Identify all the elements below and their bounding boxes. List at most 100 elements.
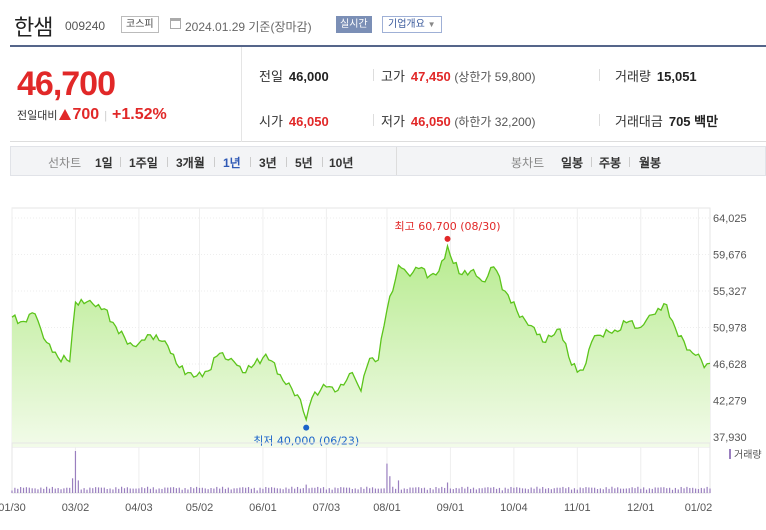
volume-bar (677, 489, 679, 493)
volume-bar (386, 463, 388, 493)
volume-bar (504, 487, 506, 493)
volume-bar (345, 487, 348, 493)
volume-bar (524, 488, 527, 493)
divider (167, 157, 168, 167)
volume-bar (97, 487, 100, 493)
volume-bar (406, 488, 408, 493)
volume-bar (669, 487, 671, 493)
lower-limit-value: 32,200 (494, 115, 532, 129)
stock-header: 한샘 009240 코스피 2024.01.29 기준(장마감) 실시간 기업개… (0, 0, 766, 42)
volume-bar (643, 487, 645, 493)
volume-bar (40, 487, 42, 493)
volume-bar (60, 489, 62, 493)
volume-bar (585, 487, 587, 493)
volume-bar (363, 488, 365, 493)
stock-name: 한샘 (14, 16, 53, 41)
volume-bar (498, 487, 501, 493)
volume-bar (533, 488, 535, 493)
volume-bar (527, 489, 529, 493)
volume-bar (449, 488, 452, 493)
volume-bar (625, 488, 627, 493)
volume-bar (493, 487, 495, 493)
tab-10year[interactable]: 10년 (329, 156, 354, 170)
volume-bar (654, 487, 656, 493)
tab-1year[interactable]: 1년 (223, 156, 241, 170)
open-value: 46,050 (288, 114, 329, 129)
volume-bar (207, 489, 209, 493)
volume-bar (671, 489, 674, 493)
x-tick-label: 08/01 (373, 502, 401, 514)
change-value: 700 (72, 106, 100, 123)
volume-bar (692, 487, 694, 493)
x-tick-label: 03/02 (62, 502, 90, 514)
open-cell: 시가 46,050 (259, 111, 329, 130)
volume-bar (366, 486, 368, 493)
volume-bar (270, 487, 273, 493)
as-of-date: 2024.01.29 기준(장마감) (185, 20, 312, 34)
divider (373, 69, 374, 81)
x-tick-label: 01/30 (0, 502, 26, 514)
tab-3year[interactable]: 3년 (259, 156, 277, 170)
volume-bar (184, 488, 186, 493)
volume-bar (452, 489, 454, 493)
volume-bar (322, 487, 325, 493)
volume-bar (611, 486, 613, 493)
upper-limit-value: 59,800 (494, 70, 532, 84)
change-percent: +1.52% (112, 106, 167, 123)
divider (120, 157, 121, 167)
volume-bar (285, 487, 287, 493)
trade-value-label: 거래대금 (615, 114, 663, 129)
divider (396, 147, 397, 175)
volume-bar (31, 488, 33, 493)
volume-bar (201, 487, 203, 493)
volume-bar (377, 488, 379, 493)
prev-close-label: 전일 (259, 69, 283, 84)
high-label: 고가 (381, 69, 405, 84)
volume-bar (608, 488, 610, 493)
tab-5year[interactable]: 5년 (295, 156, 313, 170)
calendar-icon (170, 18, 181, 29)
volume-bar (161, 488, 163, 493)
realtime-button[interactable]: 실시간 (336, 16, 372, 33)
volume-bar (66, 487, 68, 493)
volume-bar (605, 487, 607, 493)
volume-bar (614, 488, 616, 493)
volume-bar (666, 488, 668, 493)
tab-3month[interactable]: 3개월 (176, 156, 205, 170)
prev-close-value: 46,000 (288, 69, 329, 84)
volume-bar (337, 488, 339, 493)
volume-bar (697, 489, 700, 493)
stock-code: 009240 (65, 19, 106, 33)
current-price: 46,700 (17, 65, 116, 103)
divider (250, 157, 251, 167)
volume-bar (455, 487, 457, 493)
tab-monthly-candle[interactable]: 월봉 (639, 156, 662, 170)
volume-bar (550, 489, 552, 493)
volume-bar (54, 488, 56, 493)
volume-bar (420, 488, 423, 493)
volume-bar (221, 486, 224, 493)
volume-bar (80, 489, 82, 493)
tab-1day[interactable]: 1일 (95, 156, 113, 170)
volume-bar (565, 488, 567, 493)
volume-bar (706, 486, 708, 493)
volume-bar (651, 488, 653, 493)
volume-bar (296, 486, 299, 493)
tab-weekly-candle[interactable]: 주봉 (599, 156, 622, 170)
tab-1week[interactable]: 1주일 (129, 156, 158, 170)
volume-bar (135, 488, 137, 493)
volume-bar (637, 486, 639, 493)
company-info-button[interactable]: 기업개요 ▼ (382, 16, 442, 33)
company-info-label: 기업개요 (388, 19, 425, 30)
volume-bar (46, 486, 48, 493)
volume-bar (86, 489, 88, 493)
y-tick-label: 64,025 (713, 213, 747, 225)
volume-bar (530, 487, 532, 493)
volume-bar (236, 488, 238, 493)
tab-daily-candle[interactable]: 일봉 (561, 156, 584, 170)
volume-bar (461, 486, 463, 493)
volume-bar (487, 487, 489, 493)
volume-bar (245, 487, 247, 493)
volume-bar (369, 488, 371, 493)
volume-bar (596, 489, 599, 493)
